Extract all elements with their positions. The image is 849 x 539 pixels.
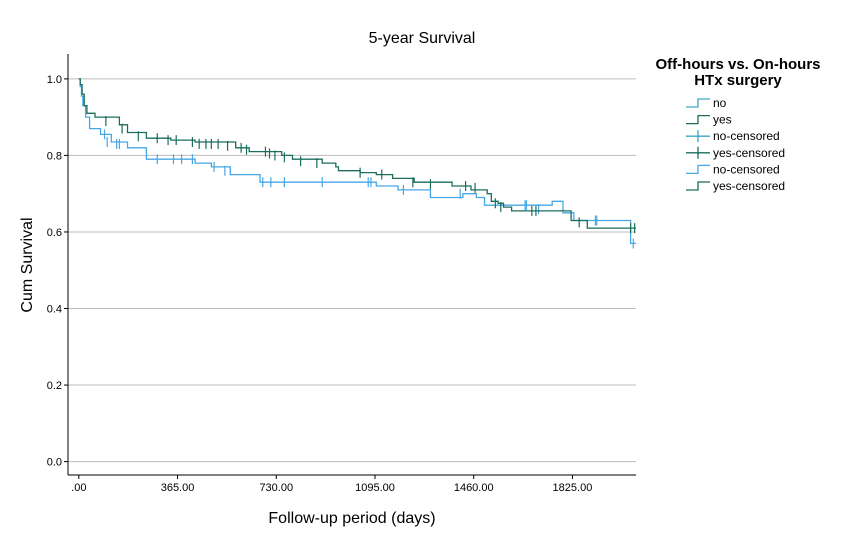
y-tick-label: 0.0 [47,457,62,469]
chart-title: 5-year Survival [369,30,476,47]
legend-label-no: no [713,96,727,110]
y-tick-label: 0.2 [47,380,62,392]
legend-label-no-censored: no-censored [713,162,780,176]
series-line-yes [78,78,636,229]
x-tick-label: 1825.00 [553,482,593,494]
legend-label-yes: yes [713,113,732,127]
legend-label-yes-censored: yes-censored [713,179,785,193]
legend-title-line-1: Off-hours vs. On-hours [656,56,821,73]
x-tick-label: 1095.00 [355,482,395,494]
x-tick-label: 730.00 [259,482,293,494]
legend-label-no-censored: no-censored [713,129,780,143]
legend-swatch-no [686,98,710,108]
legend-swatch-yes-censored [686,181,710,191]
legend-label-yes-censored: yes-censored [713,146,785,160]
x-tick-label: 1460.00 [454,482,494,494]
y-tick-label: 0.8 [47,150,62,162]
x-tick-labels: .00 365.00 730.00 1095.00 1460.00 1825.00 [71,475,592,494]
y-axis-title: Cum Survival [19,217,36,312]
gridlines [68,78,636,463]
x-axis-title: Follow-up period (days) [268,510,435,527]
y-tick-labels: 0.0 0.2 0.4 0.6 0.8 1.0 [47,74,68,469]
series-layer [78,78,636,249]
legend-swatch-yes [686,114,710,125]
y-tick-label: 0.6 [47,227,62,239]
legend: Off-hours vs. On-hours HTx surgery no yes… [656,56,821,193]
series-line-no [78,78,636,245]
x-tick-label: 365.00 [161,482,195,494]
legend-title-line-2: HTx surgery [694,72,782,89]
y-tick-label: 0.4 [47,304,62,316]
legend-swatch-no-censored [686,164,710,175]
y-tick-label: 1.0 [47,74,62,86]
x-tick-label: .00 [71,482,86,494]
